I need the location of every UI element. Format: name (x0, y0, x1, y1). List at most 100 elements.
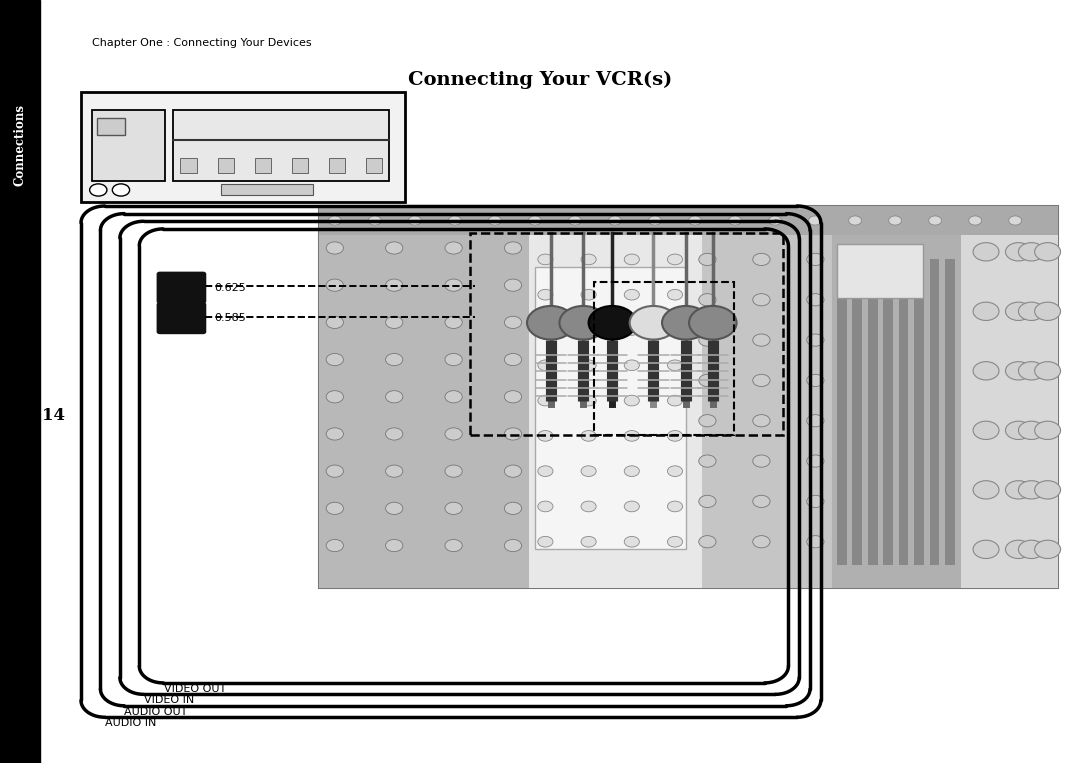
FancyBboxPatch shape (157, 302, 206, 334)
Circle shape (581, 395, 596, 406)
Circle shape (326, 391, 343, 403)
Circle shape (973, 421, 999, 439)
Circle shape (538, 430, 553, 441)
Circle shape (624, 325, 639, 336)
Circle shape (386, 465, 403, 478)
Circle shape (753, 253, 770, 266)
Circle shape (368, 216, 381, 225)
Circle shape (528, 216, 541, 225)
Circle shape (699, 294, 716, 306)
Circle shape (807, 455, 824, 467)
Circle shape (624, 395, 639, 406)
Circle shape (889, 216, 902, 225)
Bar (221, 184, 313, 195)
Bar (92, 110, 165, 181)
Circle shape (1005, 421, 1031, 439)
Circle shape (504, 391, 522, 403)
Circle shape (807, 253, 824, 266)
Bar (180, 158, 197, 173)
Circle shape (667, 430, 683, 441)
Circle shape (538, 289, 553, 300)
Circle shape (504, 353, 522, 365)
Circle shape (699, 495, 716, 507)
Circle shape (973, 243, 999, 261)
Circle shape (538, 395, 553, 406)
Circle shape (699, 253, 716, 266)
Bar (899, 259, 908, 565)
Circle shape (1035, 302, 1061, 320)
Circle shape (667, 325, 683, 336)
Bar (837, 244, 923, 298)
Text: 0.585: 0.585 (214, 313, 245, 324)
Bar (292, 158, 308, 173)
Circle shape (559, 306, 607, 340)
Circle shape (753, 455, 770, 467)
Circle shape (581, 536, 596, 547)
Circle shape (973, 362, 999, 380)
FancyBboxPatch shape (157, 272, 206, 304)
Circle shape (624, 289, 639, 300)
Circle shape (689, 306, 737, 340)
Circle shape (753, 294, 770, 306)
Text: Connecting Your VCR(s): Connecting Your VCR(s) (408, 71, 672, 89)
Circle shape (729, 216, 742, 225)
Circle shape (488, 216, 501, 225)
Text: Chapter One : Connecting Your Devices: Chapter One : Connecting Your Devices (92, 37, 311, 48)
Circle shape (699, 536, 716, 548)
Circle shape (386, 279, 403, 291)
Circle shape (538, 501, 553, 512)
Circle shape (538, 325, 553, 336)
Circle shape (386, 317, 403, 329)
Circle shape (568, 216, 581, 225)
Circle shape (386, 353, 403, 365)
Circle shape (1035, 540, 1061, 559)
Circle shape (445, 353, 462, 365)
Text: AUDIO OUT: AUDIO OUT (124, 707, 188, 717)
Bar (255, 158, 271, 173)
Circle shape (769, 216, 782, 225)
Bar (319, 206, 1058, 235)
Circle shape (1018, 540, 1044, 559)
Circle shape (624, 501, 639, 512)
Text: Connections: Connections (13, 104, 27, 186)
Circle shape (624, 536, 639, 547)
Text: AUDIO IN: AUDIO IN (105, 718, 157, 729)
Circle shape (1035, 421, 1061, 439)
Circle shape (973, 481, 999, 499)
Circle shape (1018, 421, 1044, 439)
Circle shape (753, 495, 770, 507)
Text: VIDEO OUT: VIDEO OUT (164, 684, 227, 694)
Circle shape (386, 242, 403, 254)
Circle shape (445, 279, 462, 291)
Circle shape (581, 465, 596, 476)
Circle shape (326, 465, 343, 478)
Bar (852, 259, 862, 565)
Circle shape (1005, 540, 1031, 559)
Circle shape (753, 414, 770, 427)
Circle shape (1005, 302, 1031, 320)
Circle shape (929, 216, 942, 225)
Circle shape (1009, 216, 1022, 225)
Circle shape (667, 536, 683, 547)
Circle shape (445, 391, 462, 403)
Bar (914, 259, 923, 565)
Circle shape (581, 430, 596, 441)
Circle shape (448, 216, 461, 225)
Circle shape (326, 242, 343, 254)
Circle shape (753, 375, 770, 387)
Bar (97, 118, 125, 135)
Text: VIDEO IN: VIDEO IN (144, 695, 194, 706)
Circle shape (504, 317, 522, 329)
Bar (173, 110, 389, 181)
Circle shape (648, 216, 661, 225)
Circle shape (581, 325, 596, 336)
Circle shape (445, 242, 462, 254)
Circle shape (807, 334, 824, 346)
Circle shape (973, 302, 999, 320)
Circle shape (386, 539, 403, 552)
Circle shape (630, 306, 677, 340)
Circle shape (807, 414, 824, 427)
Circle shape (624, 465, 639, 476)
Circle shape (504, 428, 522, 440)
Circle shape (689, 216, 702, 225)
